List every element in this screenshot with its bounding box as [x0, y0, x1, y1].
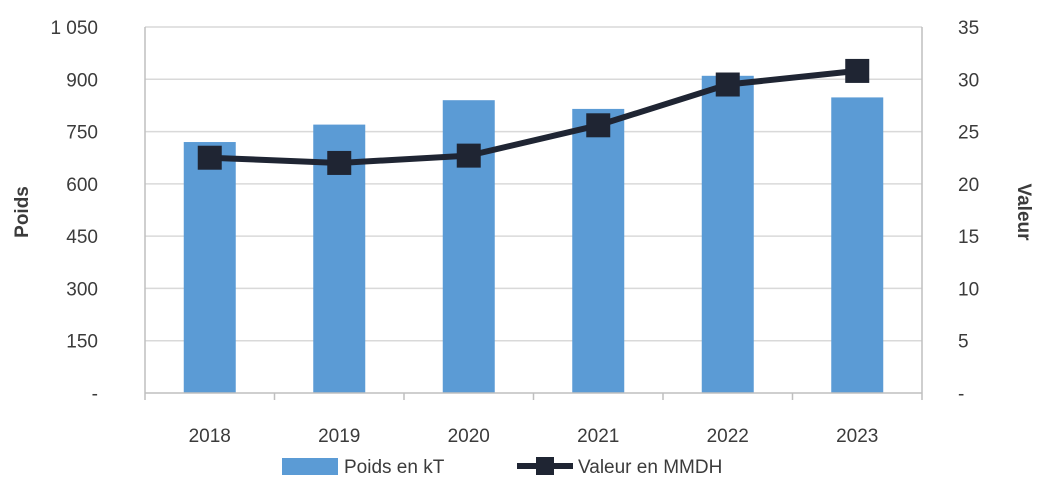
left-tick-label: 450 [66, 227, 98, 248]
x-axis-ticks: 2018 2019 2020 2021 2022 2023 [189, 426, 879, 447]
line-marker-2018 [197, 145, 222, 170]
right-axis-ticks: - 5 10 15 20 25 30 35 [958, 18, 979, 405]
axes [144, 27, 923, 400]
left-tick-label: - [92, 384, 98, 405]
right-tick-label: 30 [958, 70, 979, 91]
right-tick-label: 10 [958, 279, 979, 300]
line-series [197, 58, 870, 175]
left-axis-ticks: - 150 300 450 600 750 900 1 050 [50, 18, 98, 405]
left-tick-label: 750 [66, 123, 98, 144]
gridlines [145, 26, 922, 342]
legend-label-line: Valeur en MMDH [578, 457, 722, 478]
x-tick-label: 2021 [577, 426, 619, 447]
right-tick-label: 20 [958, 175, 979, 196]
x-tick-label: 2020 [448, 426, 490, 447]
right-tick-label: 15 [958, 227, 979, 248]
right-axis-title: Valeur [1013, 183, 1034, 241]
line-marker-2020 [456, 143, 481, 168]
right-tick-label: 25 [958, 123, 979, 144]
bar-2021 [572, 108, 625, 394]
x-tick-label: 2019 [318, 426, 360, 447]
left-axis-title: Poids [12, 186, 33, 238]
left-tick-label: 150 [66, 332, 98, 353]
right-tick-label: - [958, 384, 964, 405]
right-tick-label: 35 [958, 18, 979, 39]
right-tick-label: 5 [958, 332, 969, 353]
bar-series [183, 75, 884, 394]
left-tick-label: 600 [66, 175, 98, 196]
x-tick-label: 2018 [189, 426, 231, 447]
legend: Poids en kT Valeur en MMDH [282, 457, 722, 478]
bar-2022 [701, 75, 754, 394]
line-marker-2019 [327, 150, 352, 175]
legend-swatch-marker [536, 457, 554, 475]
line-path [209, 67, 858, 166]
left-tick-label: 300 [66, 279, 98, 300]
left-tick-label: 1 050 [50, 18, 98, 39]
bar-2018 [183, 142, 236, 393]
line-marker-2023 [845, 58, 870, 83]
bar-2023 [831, 97, 884, 393]
left-tick-label: 900 [66, 70, 98, 91]
legend-swatch-bar [282, 458, 338, 475]
x-tick-label: 2023 [836, 426, 878, 447]
line-marker-2021 [586, 113, 611, 138]
line-marker-2022 [715, 72, 740, 97]
x-tick-label: 2022 [707, 426, 749, 447]
legend-label-bar: Poids en kT [344, 457, 445, 478]
